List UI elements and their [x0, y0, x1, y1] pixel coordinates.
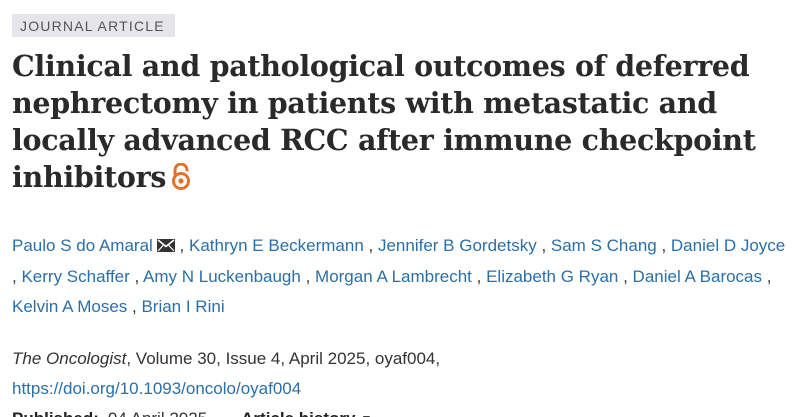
- article-title-text: Clinical and pathological outcomes of de…: [12, 49, 756, 194]
- author-link[interactable]: Paulo S do Amaral: [12, 236, 153, 255]
- author-link[interactable]: Amy N Luckenbaugh: [143, 267, 301, 286]
- author-separator: ,: [762, 267, 772, 286]
- author-link[interactable]: Kerry Schaffer: [21, 267, 130, 286]
- journal-name[interactable]: The Oncologist: [12, 349, 127, 368]
- mail-icon[interactable]: [156, 232, 175, 262]
- published-date: 04 April 2025: [108, 404, 207, 417]
- citation-details: , Volume 30, Issue 4, April 2025, oyaf00…: [126, 349, 441, 368]
- author-separator: ,: [127, 297, 142, 316]
- author-separator: ,: [129, 267, 144, 286]
- author-link[interactable]: Morgan A Lambrecht: [315, 267, 472, 286]
- author-link[interactable]: Kathryn E Beckermann: [188, 236, 364, 255]
- author-link[interactable]: Daniel D Joyce: [670, 236, 786, 255]
- author-separator: ,: [174, 236, 189, 255]
- author-separator: ,: [363, 236, 378, 255]
- article-type-badge: JOURNAL ARTICLE: [12, 14, 175, 37]
- author-link[interactable]: Daniel A Barocas: [632, 267, 763, 286]
- doi-link[interactable]: https://doi.org/10.1093/oncolo/oyaf004: [12, 379, 302, 398]
- caret-down-icon: ▼: [360, 404, 372, 417]
- author-link[interactable]: Brian I Rini: [141, 297, 225, 316]
- author-separator: ,: [618, 267, 633, 286]
- author-list: Paulo S do Amaral , Kathryn E Beckermann…: [12, 231, 788, 322]
- open-access-icon: [170, 162, 192, 199]
- author-link[interactable]: Kelvin A Moses: [12, 297, 128, 316]
- author-link[interactable]: Jennifer B Gordetsky: [377, 236, 537, 255]
- publication-info: Published: 04 April 2025 Article history…: [12, 404, 788, 417]
- article-history-toggle[interactable]: Article history ▼: [241, 404, 372, 417]
- citation: The Oncologist, Volume 30, Issue 4, Apri…: [12, 344, 788, 404]
- author-separator: ,: [536, 236, 551, 255]
- author-separator: ,: [12, 267, 22, 286]
- article-title: Clinical and pathological outcomes of de…: [12, 48, 788, 199]
- author-separator: ,: [656, 236, 671, 255]
- author-separator: ,: [471, 267, 487, 286]
- published-label: Published:: [12, 404, 99, 417]
- author-separator: ,: [300, 267, 316, 286]
- author-link[interactable]: Elizabeth G Ryan: [486, 267, 619, 286]
- author-link[interactable]: Sam S Chang: [550, 236, 657, 255]
- article-history-label: Article history: [241, 409, 355, 417]
